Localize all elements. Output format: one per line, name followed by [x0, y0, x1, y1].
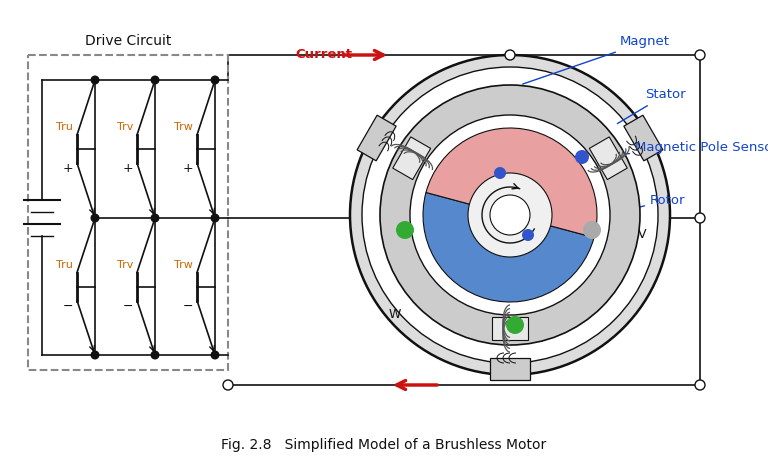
Text: −: − — [62, 300, 73, 313]
Circle shape — [583, 221, 601, 239]
Polygon shape — [392, 137, 431, 180]
Circle shape — [210, 351, 220, 359]
Bar — [28, 55, 228, 370]
Circle shape — [151, 213, 160, 223]
Circle shape — [91, 351, 100, 359]
Circle shape — [505, 50, 515, 60]
Text: Ha: Ha — [415, 201, 432, 213]
Circle shape — [151, 351, 160, 359]
Polygon shape — [589, 137, 627, 180]
Polygon shape — [492, 317, 528, 340]
Circle shape — [91, 213, 100, 223]
Text: Trv: Trv — [117, 122, 133, 132]
Text: Drive Circuit: Drive Circuit — [84, 34, 171, 48]
Circle shape — [380, 85, 640, 345]
Circle shape — [410, 115, 610, 315]
Circle shape — [91, 75, 100, 85]
Wedge shape — [426, 128, 597, 237]
Text: −: − — [123, 300, 133, 313]
Text: V: V — [637, 229, 646, 242]
Text: Magnet: Magnet — [523, 36, 670, 84]
Text: Rotor: Rotor — [531, 194, 686, 234]
Text: Trv: Trv — [117, 260, 133, 269]
Text: +: + — [122, 163, 133, 176]
Circle shape — [396, 221, 414, 239]
Circle shape — [695, 50, 705, 60]
Circle shape — [522, 229, 534, 241]
Circle shape — [490, 195, 530, 235]
Text: Stator: Stator — [617, 89, 686, 123]
Circle shape — [575, 150, 589, 164]
Text: Fig. 2.8   Simplified Model of a Brushless Motor: Fig. 2.8 Simplified Model of a Brushless… — [221, 438, 547, 452]
Circle shape — [506, 316, 524, 334]
Text: +: + — [62, 163, 73, 176]
Circle shape — [223, 380, 233, 390]
Circle shape — [210, 213, 220, 223]
Polygon shape — [624, 115, 663, 161]
Circle shape — [362, 67, 658, 363]
Circle shape — [350, 55, 670, 375]
Text: N: N — [475, 268, 485, 281]
Text: W: W — [389, 309, 401, 322]
Text: U: U — [498, 93, 507, 107]
Wedge shape — [423, 193, 594, 302]
Text: Trw: Trw — [174, 260, 193, 269]
Circle shape — [695, 213, 705, 223]
Circle shape — [695, 380, 705, 390]
Circle shape — [151, 75, 160, 85]
Text: Tru: Tru — [56, 122, 73, 132]
Text: Hc: Hc — [528, 333, 545, 346]
Text: −: − — [183, 300, 193, 313]
Polygon shape — [357, 115, 396, 161]
Text: Magnetic Pole Sensor: Magnetic Pole Sensor — [584, 141, 768, 157]
Circle shape — [468, 173, 552, 257]
Text: Tru: Tru — [56, 260, 73, 269]
Circle shape — [494, 167, 506, 179]
Circle shape — [210, 75, 220, 85]
Text: +: + — [182, 163, 193, 176]
Polygon shape — [490, 358, 530, 380]
Text: Trw: Trw — [174, 122, 193, 132]
Text: Hb: Hb — [594, 201, 611, 213]
Text: Current: Current — [295, 49, 352, 61]
Text: S: S — [488, 158, 496, 171]
